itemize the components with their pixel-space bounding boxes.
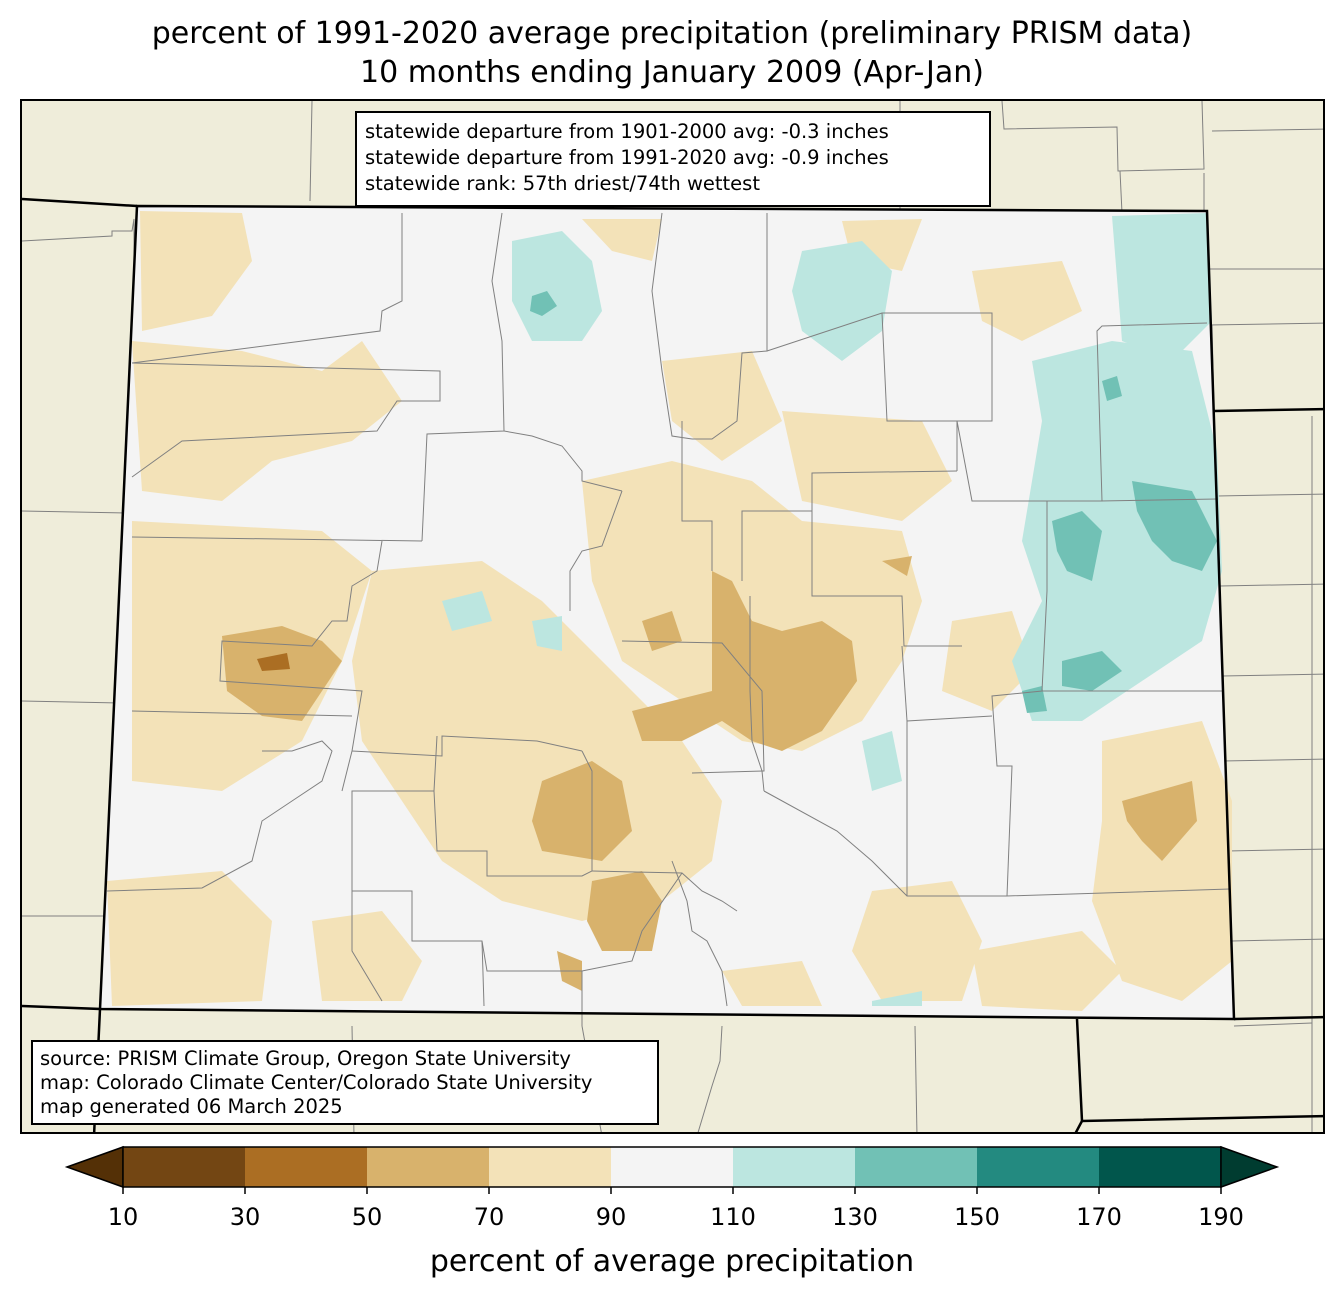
colorbar-segments xyxy=(122,1146,1222,1188)
colorbar-over-arrow xyxy=(1220,1145,1280,1189)
colorbar-tick-label: 70 xyxy=(473,1203,505,1231)
stats-line-1: statewide departure from 1901-2000 avg: … xyxy=(365,120,889,143)
colorbar-tick-label: 170 xyxy=(1076,1203,1122,1231)
colorbar-segment xyxy=(489,1147,612,1187)
colorbar-label: percent of average precipitation xyxy=(429,1244,915,1279)
colorbar-tick-label: 130 xyxy=(832,1203,878,1231)
colorbar-tick-label: 150 xyxy=(954,1203,1000,1231)
colorbar-tick-label: 10 xyxy=(107,1203,139,1231)
colorbar-segment xyxy=(1099,1147,1222,1187)
colorbar-tick-label: 30 xyxy=(229,1203,261,1231)
colorbar-segment xyxy=(977,1147,1100,1187)
source-line-2: map: Colorado Climate Center/Colorado St… xyxy=(40,1071,593,1094)
colorbar-under-arrow xyxy=(64,1145,124,1189)
source-box: source: PRISM Climate Group, Oregon Stat… xyxy=(31,1040,659,1125)
dry-30-50-region xyxy=(257,653,290,671)
map-panel xyxy=(20,99,1325,1134)
colorbar-tick-label: 50 xyxy=(351,1203,383,1231)
colorbar-segment xyxy=(855,1147,978,1187)
colorbar-segment xyxy=(123,1147,246,1187)
colorbar-segment xyxy=(611,1147,734,1187)
map-title-line1: percent of 1991-2020 average precipitati… xyxy=(151,16,1193,51)
colorado-precip-map xyxy=(22,101,1323,1132)
colorbar-tick-label: 90 xyxy=(595,1203,627,1231)
county-lines xyxy=(106,212,1231,1026)
colorbar-segment xyxy=(245,1147,368,1187)
source-line-1: source: PRISM Climate Group, Oregon Stat… xyxy=(40,1047,571,1070)
wet-110-130-regions xyxy=(442,213,1222,1006)
stats-line-2: statewide departure from 1991-2020 avg: … xyxy=(365,146,889,169)
colorbar-tick-label: 190 xyxy=(1198,1203,1244,1231)
colorbar-tick-label: 110 xyxy=(710,1203,756,1231)
colorbar xyxy=(64,1145,1280,1194)
colorbar-segment xyxy=(367,1147,490,1187)
wet-130-150-regions xyxy=(530,291,1217,713)
source-line-3: map generated 06 March 2025 xyxy=(40,1095,343,1118)
colorbar-segment xyxy=(733,1147,856,1187)
map-title-line2: 10 months ending January 2009 (Apr-Jan) xyxy=(360,55,984,90)
statewide-stats-box: statewide departure from 1901-2000 avg: … xyxy=(355,111,991,207)
dry-50-70-regions xyxy=(222,556,1197,991)
stats-line-3: statewide rank: 57th driest/74th wettest xyxy=(365,172,760,195)
